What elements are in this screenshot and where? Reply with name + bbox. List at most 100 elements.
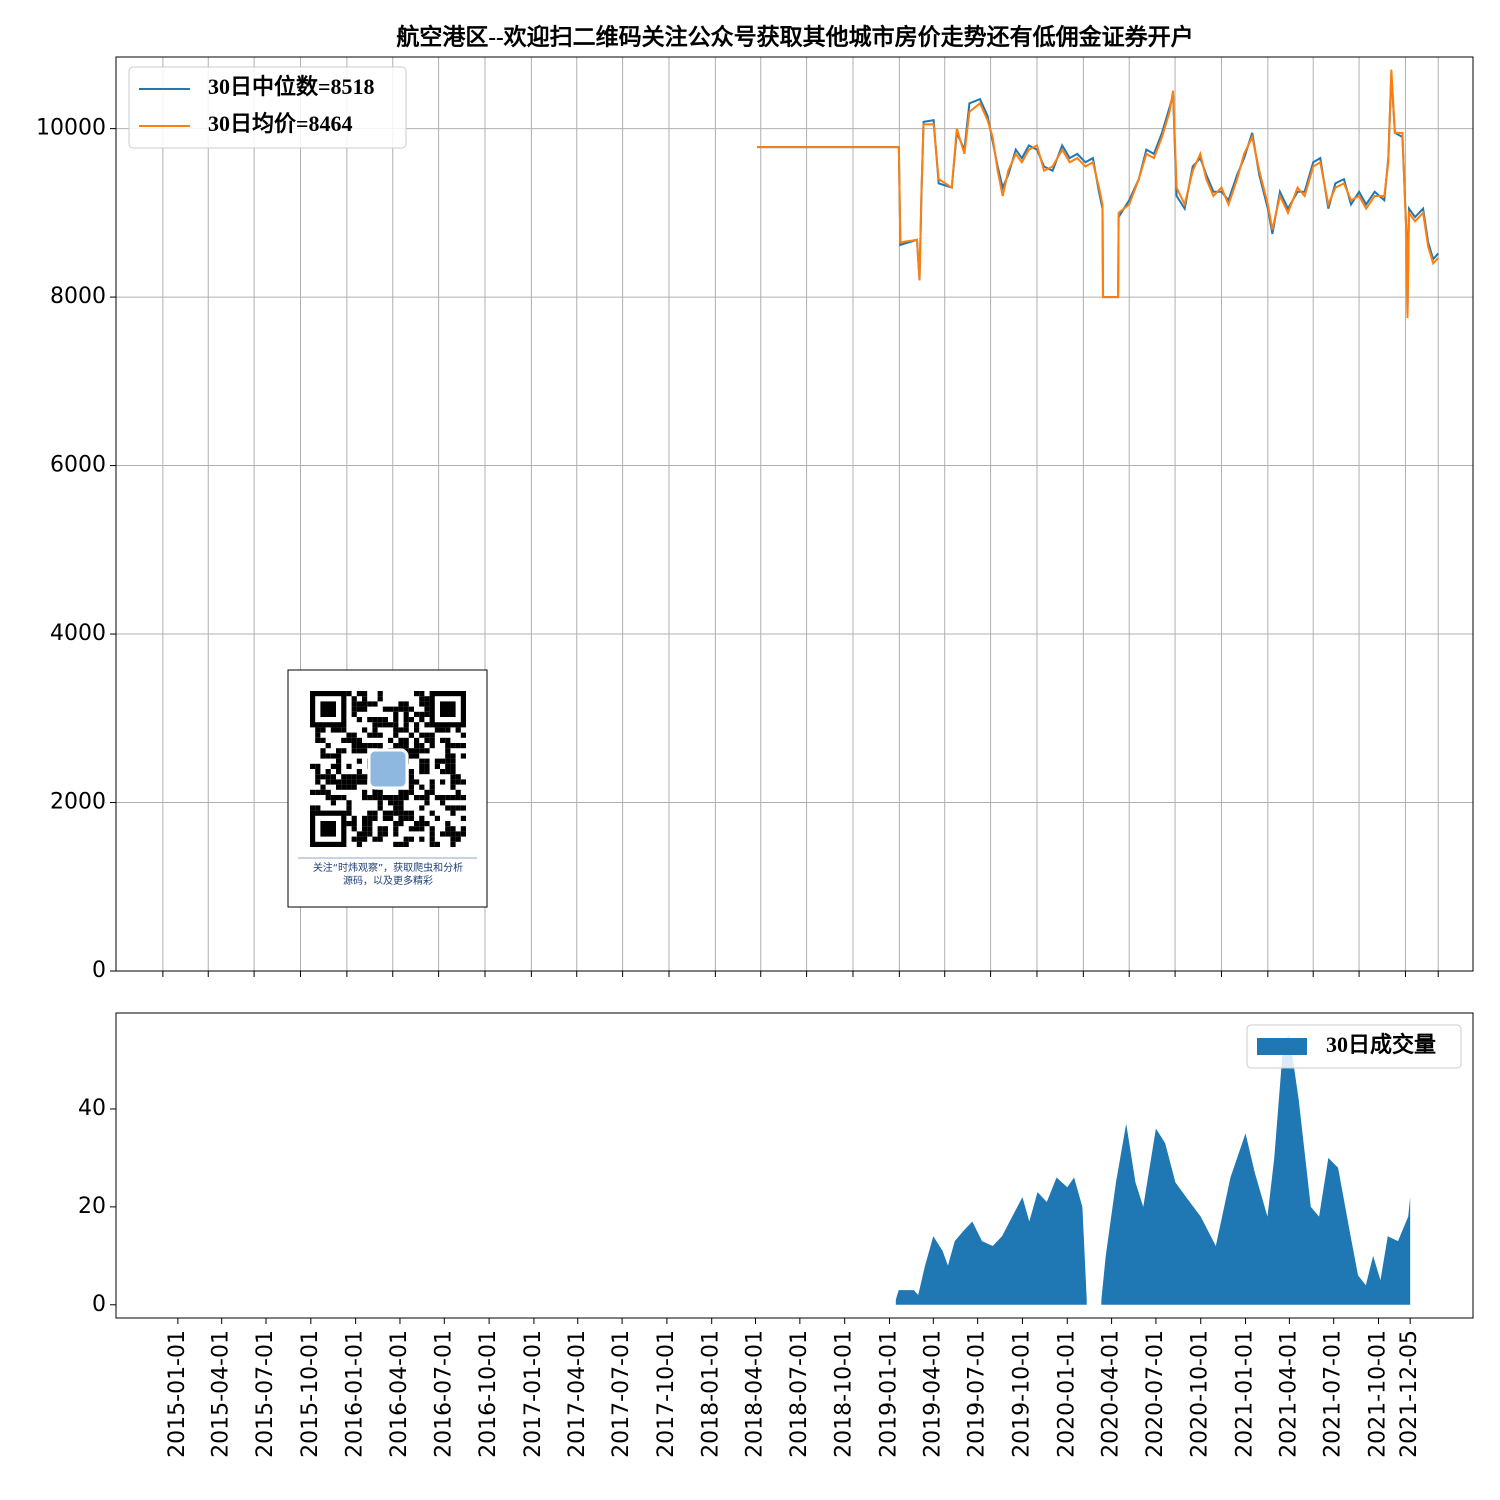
y-tick-label: 0 (92, 958, 106, 983)
qr-module (403, 815, 409, 821)
qr-module (419, 836, 425, 842)
qr-module (408, 779, 414, 785)
qr-module (419, 826, 425, 832)
x-tick-label: 2017-07-01 (609, 1330, 634, 1458)
qr-module (455, 795, 461, 801)
qr-module (398, 810, 404, 816)
x-tick-label: 2016-01-01 (343, 1330, 368, 1458)
qr-module (330, 800, 336, 806)
qr-module (351, 706, 357, 712)
qr-finder-core (320, 701, 336, 717)
line-series (757, 73, 1439, 314)
qr-module (372, 717, 378, 723)
qr-module (325, 743, 331, 749)
qr-module (341, 795, 347, 801)
x-tick-label: 2020-10-01 (1188, 1330, 1213, 1458)
qr-module (356, 743, 362, 749)
qr-module (424, 758, 430, 764)
qr-module (346, 763, 352, 769)
qr-module (310, 789, 316, 795)
qr-module (377, 789, 383, 795)
axes-frame (115, 56, 1474, 972)
qr-module (440, 737, 446, 743)
legend-patch (1257, 1038, 1307, 1055)
x-tick-label: 2017-01-01 (521, 1330, 546, 1458)
qr-module (315, 774, 321, 780)
qr-finder (310, 690, 347, 728)
qr-module (356, 831, 362, 837)
qr-module (450, 774, 456, 780)
qr-module (346, 737, 352, 743)
qr-module (351, 748, 357, 754)
qr-module (424, 769, 430, 775)
qr-module (419, 815, 425, 821)
qr-module (455, 743, 461, 749)
qr-module (362, 789, 368, 795)
axes-frame (115, 1012, 1474, 1319)
qr-module (424, 696, 430, 702)
qr-module (424, 737, 430, 743)
qr-module (450, 810, 456, 816)
qr-module (356, 774, 362, 780)
subplot: 2015-01-01 2015-04-01 2015-07-01 2015-10-01… (78, 1012, 1474, 1458)
qr-module (450, 836, 456, 842)
qr-module (440, 795, 446, 801)
qr-module (372, 789, 378, 795)
qr-module (330, 753, 336, 759)
qr-module (414, 753, 420, 759)
qr-module (445, 748, 451, 754)
qr-module (367, 701, 373, 707)
qr-module (362, 815, 368, 821)
qr-module (382, 706, 388, 712)
qr-module (377, 717, 383, 723)
qr-module (346, 805, 352, 811)
qr-module (414, 748, 420, 754)
qr-module (460, 826, 466, 832)
qr-module (408, 732, 414, 738)
qr-module (351, 784, 357, 790)
qr-module (310, 763, 316, 769)
qr-module (351, 821, 357, 827)
qr-module (450, 795, 456, 801)
qr-module (455, 789, 461, 795)
qr-module (455, 805, 461, 811)
qr-module (356, 779, 362, 785)
qr-module (315, 732, 321, 738)
qr-module (403, 841, 409, 847)
qr-module (450, 779, 456, 785)
qr-module (408, 836, 414, 842)
qr-module (398, 800, 404, 806)
legend-label: 30日均价=8464 (208, 111, 353, 136)
qr-module (367, 826, 373, 832)
qr-module (320, 748, 326, 754)
y-tick-label: 8000 (50, 284, 106, 309)
x-tick-label: 2019-07-01 (965, 1330, 990, 1458)
qr-module (388, 722, 394, 728)
qr-module (408, 769, 414, 775)
qr-caption: 源码，以及更多精彩 (343, 874, 433, 887)
qr-module (450, 784, 456, 790)
qr-module (325, 769, 331, 775)
qr-module (440, 831, 446, 837)
qr-module (315, 769, 321, 775)
y-tick-label: 0 (92, 1292, 106, 1317)
qr-module (341, 737, 347, 743)
qr-module (377, 805, 383, 811)
qr-module (434, 727, 440, 733)
qr-module (450, 805, 456, 811)
qr-module (330, 795, 336, 801)
qr-module (388, 795, 394, 801)
qr-module (460, 805, 466, 811)
qr-module (424, 789, 430, 795)
qr-module (330, 779, 336, 785)
legend-label: 30日成交量 (1326, 1032, 1436, 1057)
qr-module (346, 821, 352, 827)
qr-module (445, 727, 451, 733)
qr-module (429, 810, 435, 816)
qr-module (372, 722, 378, 728)
qr-module (408, 774, 414, 780)
qr-module (450, 763, 456, 769)
qr-module (315, 763, 321, 769)
qr-module (429, 732, 435, 738)
qr-module (356, 701, 362, 707)
